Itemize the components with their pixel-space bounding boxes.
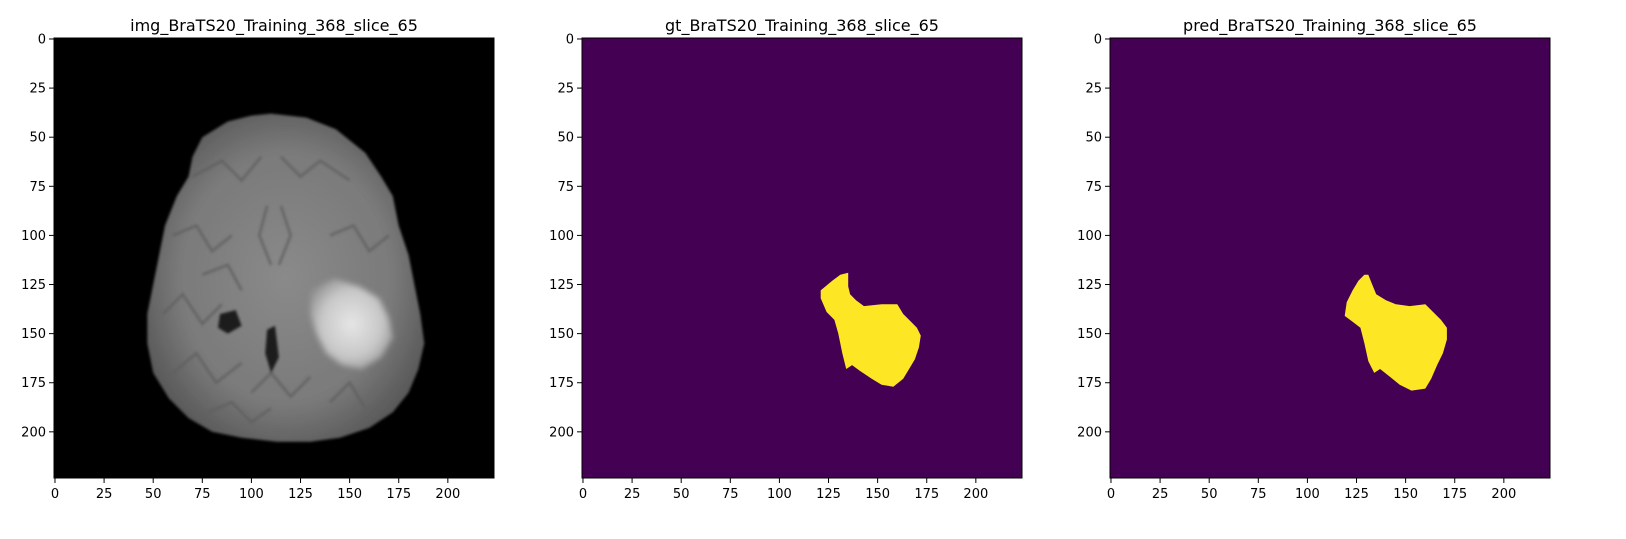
x-tick-label: 200 (1491, 487, 1516, 502)
y-tick-label: 25 (557, 82, 574, 97)
x-tick-label: 0 (51, 487, 59, 502)
y-tick-label: 175 (1077, 376, 1102, 391)
y-tick-label: 125 (549, 278, 574, 293)
ventricle-1 (218, 310, 242, 334)
x-tick-label: 100 (767, 487, 792, 502)
x-tick-label: 175 (914, 487, 939, 502)
y-tick-label: 125 (1077, 278, 1102, 293)
y-tick-label: 100 (1077, 229, 1102, 244)
y-tick-label: 75 (29, 180, 46, 195)
x-tick-label: 125 (816, 487, 841, 502)
x-tick-label: 175 (1442, 487, 1467, 502)
y-tick-label: 0 (1094, 32, 1102, 47)
x-tick-label: 175 (386, 487, 411, 502)
y-tick-label: 0 (566, 32, 574, 47)
y-tick-label: 50 (557, 131, 574, 146)
y-tick-label: 25 (1085, 82, 1102, 97)
x-tick-label: 125 (1344, 487, 1369, 502)
segmentation-region (820, 272, 921, 387)
panel-title-gt: gt_BraTS20_Training_368_slice_65 (665, 16, 939, 35)
x-tick-label: 100 (1295, 487, 1320, 502)
y-tick-label: 125 (21, 278, 46, 293)
image-background (582, 38, 1022, 478)
y-tick-label: 75 (1085, 180, 1102, 195)
x-tick-label: 200 (963, 487, 988, 502)
x-tick-label: 75 (722, 487, 739, 502)
y-tick-label: 50 (1085, 131, 1102, 146)
y-tick-label: 75 (557, 180, 574, 195)
y-tick-label: 150 (21, 327, 46, 342)
y-tick-label: 25 (29, 82, 46, 97)
x-tick-label: 75 (1250, 487, 1267, 502)
x-tick-label: 150 (865, 487, 890, 502)
x-tick-label: 0 (1107, 487, 1115, 502)
x-tick-label: 50 (145, 487, 162, 502)
x-tick-label: 150 (337, 487, 362, 502)
axes-frame (1109, 37, 1551, 479)
y-tick-label: 200 (21, 425, 46, 440)
x-tick-label: 200 (435, 487, 460, 502)
brain-texture (161, 155, 390, 424)
panel-title-img: img_BraTS20_Training_368_slice_65 (130, 16, 418, 35)
panel-title-pred: pred_BraTS20_Training_368_slice_65 (1183, 16, 1477, 35)
lesion-region (310, 278, 393, 369)
y-tick-label: 0 (38, 32, 46, 47)
x-tick-label: 75 (194, 487, 211, 502)
y-tick-label: 200 (549, 425, 574, 440)
y-tick-label: 100 (21, 229, 46, 244)
image-background (1110, 38, 1550, 478)
y-tick-label: 200 (1077, 425, 1102, 440)
x-tick-label: 0 (579, 487, 587, 502)
segmentation-region (1344, 274, 1447, 391)
y-tick-label: 150 (1077, 327, 1102, 342)
x-tick-label: 50 (1201, 487, 1218, 502)
x-tick-label: 25 (1152, 487, 1169, 502)
y-tick-label: 100 (549, 229, 574, 244)
y-tick-label: 50 (29, 131, 46, 146)
x-tick-label: 100 (239, 487, 264, 502)
y-tick-label: 150 (549, 327, 574, 342)
x-tick-label: 50 (673, 487, 690, 502)
y-tick-label: 175 (549, 376, 574, 391)
ventricle-2 (265, 325, 279, 373)
axes-frame (53, 37, 495, 479)
axes-frame (581, 37, 1023, 479)
x-tick-label: 150 (1393, 487, 1418, 502)
x-tick-label: 125 (288, 487, 313, 502)
y-tick-label: 175 (21, 376, 46, 391)
x-tick-label: 25 (96, 487, 113, 502)
x-tick-label: 25 (624, 487, 641, 502)
